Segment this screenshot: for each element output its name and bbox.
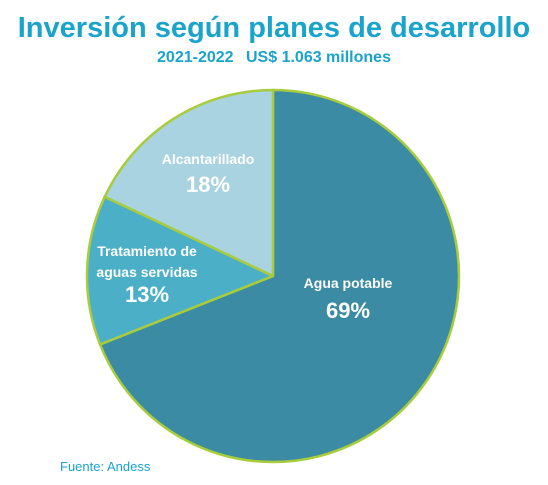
source-note: Fuente: Andess	[60, 459, 151, 474]
slice-name-label: aguas servidas	[96, 264, 197, 280]
chart-title: Inversión según planes de desarrollo	[17, 12, 531, 44]
pie-slice-tratamiento-de-aguas-servidas	[85, 195, 275, 346]
pie-slices	[85, 88, 461, 464]
subtitle-amount: US$ 1.063 millones	[246, 49, 391, 66]
slice-name-label: Tratamiento de	[97, 243, 197, 259]
slice-name-label: Agua potable	[304, 275, 393, 291]
slice-value-label: 18%	[186, 172, 230, 197]
chart-subtitle: 2021-2022 US$ 1.063 millones	[0, 48, 548, 68]
slice-value-label: 69%	[326, 298, 370, 323]
slice-value-label: 13%	[125, 282, 169, 307]
pie-labels: Agua potable 69% Tratamiento de aguas servi…	[96, 151, 392, 323]
pie-slice-agua-potable	[98, 88, 461, 464]
slice-name-label: Alcantarillado	[162, 151, 255, 167]
subtitle-period: 2021-2022	[157, 49, 234, 66]
pie-slice-alcantarillado	[103, 88, 275, 278]
